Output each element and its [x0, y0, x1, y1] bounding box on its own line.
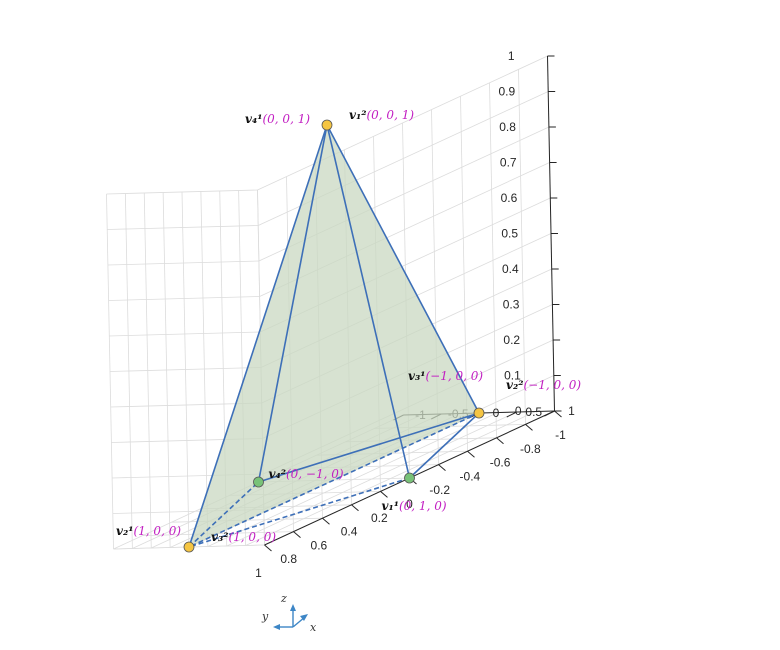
z-tick-label: 1 — [508, 49, 515, 63]
x-tick-mark — [380, 491, 388, 498]
floor-grid-line — [245, 411, 536, 546]
z-tick-label: 0.8 — [499, 120, 516, 134]
triad-y-head — [273, 624, 280, 630]
vertex-label-apex: v₄¹(0, 0, 1) — [245, 112, 310, 126]
triad-x-head — [300, 614, 308, 621]
x-tick-label: 0.2 — [371, 511, 388, 525]
axis-layer: 10.80.60.40.20-0.2-0.4-0.6-0.8-110.50-0.… — [255, 49, 575, 580]
vertex-name: v₁¹ — [382, 499, 399, 513]
edge-apex-left — [326, 124, 411, 479]
vertex-coord: (−1, 0, 0) — [523, 378, 581, 392]
vertex-name: v₂¹ — [116, 524, 133, 538]
x-tick-mark — [351, 504, 359, 512]
vertex-label-right: v₄²(0, −1, 0) — [269, 467, 344, 481]
x-tick-mark — [496, 437, 504, 445]
vertex-label-front: v₃¹(−1, 0, 0) — [408, 369, 483, 383]
vertex-label-back: v₂¹(1, 0, 0) — [116, 524, 181, 538]
x-tick-mark — [438, 464, 446, 471]
marker-layer — [183, 119, 485, 553]
x-tick-mark — [525, 424, 533, 431]
face-layer — [189, 125, 479, 547]
edge-left-back — [188, 477, 410, 548]
axes-triad: zy x — [261, 592, 317, 634]
x-tick-mark — [322, 517, 330, 525]
edge-apex-back — [188, 124, 328, 548]
vertex-marker-left — [404, 472, 415, 484]
z-tick-label: 0.9 — [499, 85, 516, 99]
floor-grid-line — [207, 412, 499, 547]
vertex-marker-right — [253, 476, 264, 488]
vertex-coord: (0, 1, 0) — [399, 499, 447, 513]
vertex-name: v₃² — [211, 530, 228, 544]
vertex-coord: (−1, 0, 0) — [425, 369, 483, 383]
x-tick-label: -0.2 — [429, 483, 450, 497]
label-layer: v₄¹(0, 0, 1) v₁²(0, 0, 1)v₁¹(0, 1, 0)v₃¹(… — [116, 108, 581, 544]
vertex-coord: (1, 0, 0) — [228, 530, 276, 544]
vertex-label-apex: v₁²(0, 0, 1) — [349, 108, 414, 122]
x-tick-label: -0.8 — [520, 442, 541, 456]
vertex-coord: (1, 0, 0) — [133, 524, 181, 538]
y-tick-label: 0 — [493, 406, 500, 420]
x-tick-label: 0.4 — [341, 525, 358, 539]
z-tick-label: 0.4 — [502, 262, 519, 276]
edge-apex-right — [257, 124, 328, 483]
edge-apex-front — [326, 124, 480, 414]
x-tick-label: -0.4 — [460, 469, 481, 483]
vertex-coord: (0, −1, 0) — [286, 467, 344, 481]
vertex-name: v₁² — [349, 108, 366, 122]
back-wall-grid-line — [106, 189, 258, 195]
x-tick-mark — [293, 531, 301, 538]
y-tick-mark — [544, 410, 555, 417]
vertex-label-back: v₃²(1, 0, 0) — [211, 530, 276, 544]
y-tick-mark — [506, 411, 517, 418]
vertex-coord: (0, 0, 1) — [366, 108, 414, 122]
edge-front-back — [188, 412, 480, 548]
triad-z-label: z — [280, 592, 287, 605]
back-wall-grid-line — [108, 296, 260, 301]
edge-layer — [188, 124, 480, 548]
x-tick-label: 0 — [406, 497, 413, 511]
x-tick-mark — [264, 544, 272, 552]
z-tick-label: 0.7 — [500, 156, 517, 170]
vertex-marker-apex — [321, 119, 333, 131]
x-tick-label: 1 — [255, 566, 262, 580]
z-tick-label: 0.5 — [501, 227, 518, 241]
x-tick-mark — [554, 410, 562, 418]
z-tick-label: 0 — [515, 404, 522, 418]
z-tick-label: 0.3 — [503, 298, 520, 312]
z-tick-label: 0.1 — [504, 369, 521, 383]
triad-x-label: x — [310, 621, 317, 634]
edge-left-front — [408, 412, 480, 479]
triad-y-label: y — [261, 610, 269, 623]
vertex-name: v₃¹ — [408, 369, 425, 383]
z-tick-label: 0.2 — [503, 333, 520, 347]
triad-z-head — [290, 604, 296, 611]
side-wall-grid-line — [257, 55, 548, 191]
back-wall-grid-line — [109, 367, 262, 372]
vertex-marker-back — [183, 541, 195, 553]
floor-grid-line — [226, 411, 517, 547]
vertex-name: v₂² — [506, 378, 523, 392]
back-wall-grid-line — [109, 331, 261, 337]
x-tick-mark — [467, 450, 475, 458]
back-wall-grid-line — [107, 260, 259, 266]
z-tick-label: 0.6 — [501, 191, 518, 205]
vertex-name: v₄¹ — [245, 112, 262, 126]
back-wall-grid-line — [107, 225, 259, 230]
x-tick-label: -0.6 — [490, 456, 511, 470]
shaded-face — [189, 125, 479, 547]
vertex-marker-front — [473, 407, 485, 419]
vertex-name: v₄² — [269, 467, 286, 481]
edge-front-right — [258, 412, 480, 483]
x-tick-label: -1 — [555, 428, 566, 442]
x-tick-label: 0.8 — [280, 552, 297, 566]
y-tick-label: 1 — [568, 404, 575, 418]
y-tick-label: 0.5 — [525, 405, 542, 419]
vertex-label-front: v₂²(−1, 0, 0) — [506, 378, 581, 392]
vertex-coord: (0, 0, 1) — [262, 112, 310, 126]
vertex-label-left: v₁¹(0, 1, 0) — [382, 499, 447, 513]
x-tick-label: 0.6 — [311, 538, 328, 552]
